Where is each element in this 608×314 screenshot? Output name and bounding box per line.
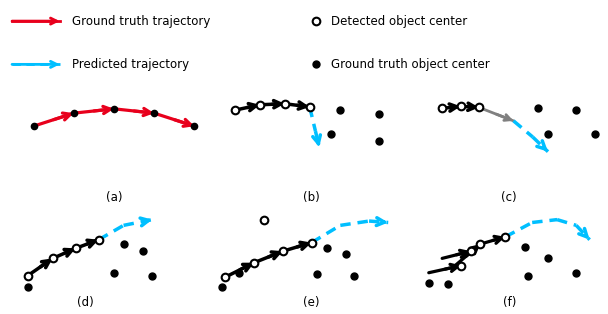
Text: (e): (e) — [303, 296, 320, 309]
Text: Ground truth trajectory: Ground truth trajectory — [72, 14, 210, 28]
Text: (c): (c) — [502, 191, 517, 204]
Text: Predicted trajectory: Predicted trajectory — [72, 58, 188, 71]
Text: Ground truth object center: Ground truth object center — [331, 58, 489, 71]
Text: (a): (a) — [106, 191, 122, 204]
Text: (d): (d) — [77, 296, 94, 309]
Text: (f): (f) — [503, 296, 516, 309]
Text: Detected object center: Detected object center — [331, 14, 467, 28]
Text: (b): (b) — [303, 191, 320, 204]
